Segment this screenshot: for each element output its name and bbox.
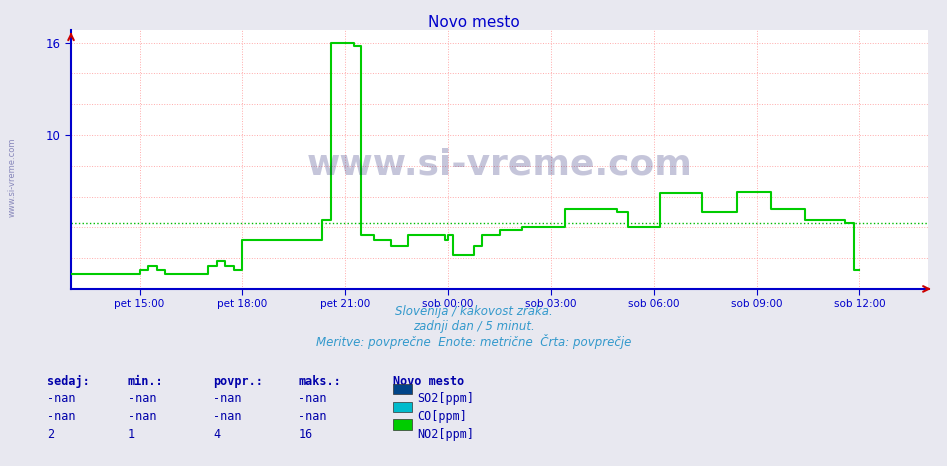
Text: zadnji dan / 5 minut.: zadnji dan / 5 minut. (413, 320, 534, 333)
Text: www.si-vreme.com: www.si-vreme.com (8, 137, 17, 217)
Text: -nan: -nan (298, 392, 327, 405)
Text: povpr.:: povpr.: (213, 375, 263, 388)
Text: -nan: -nan (213, 410, 241, 423)
Text: -nan: -nan (47, 410, 76, 423)
Text: sedaj:: sedaj: (47, 375, 90, 388)
Text: -nan: -nan (128, 392, 156, 405)
Text: -nan: -nan (47, 392, 76, 405)
Text: www.si-vreme.com: www.si-vreme.com (307, 148, 692, 182)
Text: 1: 1 (128, 428, 135, 441)
Text: SO2[ppm]: SO2[ppm] (418, 392, 474, 405)
Text: 4: 4 (213, 428, 221, 441)
Text: -nan: -nan (128, 410, 156, 423)
Text: Novo mesto: Novo mesto (428, 15, 519, 30)
Text: 16: 16 (298, 428, 313, 441)
Text: CO[ppm]: CO[ppm] (418, 410, 468, 423)
Text: Novo mesto: Novo mesto (393, 375, 464, 388)
Text: min.:: min.: (128, 375, 164, 388)
Text: Meritve: povprečne  Enote: metrične  Črta: povprečje: Meritve: povprečne Enote: metrične Črta:… (315, 334, 632, 349)
Text: -nan: -nan (298, 410, 327, 423)
Text: -nan: -nan (213, 392, 241, 405)
Text: maks.:: maks.: (298, 375, 341, 388)
Text: NO2[ppm]: NO2[ppm] (418, 428, 474, 441)
Text: Slovenija / kakovost zraka.: Slovenija / kakovost zraka. (395, 305, 552, 318)
Text: 2: 2 (47, 428, 55, 441)
